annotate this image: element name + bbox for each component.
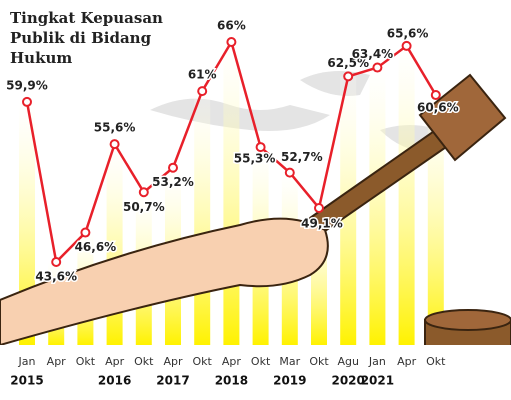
marker bbox=[401, 40, 412, 51]
year-label: 2021 bbox=[361, 374, 394, 388]
year-label: 2019 bbox=[273, 374, 306, 388]
year-label: 2016 bbox=[98, 374, 131, 388]
value-label: 49,1% bbox=[301, 216, 343, 230]
x-tick-label: Apr bbox=[47, 355, 67, 368]
year-label: 2018 bbox=[215, 374, 248, 388]
marker bbox=[197, 86, 208, 97]
marker bbox=[138, 187, 149, 198]
marker bbox=[430, 90, 441, 101]
marker bbox=[343, 71, 354, 82]
bar bbox=[398, 45, 415, 346]
value-label: 46,6% bbox=[75, 240, 117, 254]
bar bbox=[194, 91, 211, 345]
value-label: 50,7% bbox=[123, 200, 165, 214]
x-tick-label: Apr bbox=[222, 355, 242, 368]
x-tick-label: Apr bbox=[163, 355, 183, 368]
value-label: 52,7% bbox=[281, 150, 323, 164]
hand bbox=[0, 217, 329, 347]
year-label: 2015 bbox=[10, 374, 43, 388]
value-label: 59,9% bbox=[6, 78, 48, 92]
axis-strip bbox=[0, 345, 511, 400]
bar bbox=[369, 67, 386, 346]
value-label: 66% bbox=[217, 19, 246, 33]
x-tick-label: Agu bbox=[337, 355, 358, 368]
marker bbox=[226, 37, 237, 47]
x-tick-label: Okt bbox=[426, 355, 446, 368]
x-tick-label: Jan bbox=[368, 355, 386, 368]
bar bbox=[19, 101, 35, 346]
value-label: 60,6% bbox=[417, 101, 459, 115]
value-label: 55,3% bbox=[234, 152, 276, 166]
year-label: 2020 bbox=[331, 374, 364, 388]
x-tick-label: Apr bbox=[397, 355, 417, 368]
chart-title: Tingkat Kepuasan Publik di Bidang Hukum bbox=[10, 9, 163, 67]
value-label: 62,5% bbox=[327, 56, 369, 70]
x-tick-label: Okt bbox=[193, 355, 213, 368]
value-label: 65,6% bbox=[387, 26, 429, 40]
marker bbox=[22, 96, 32, 107]
value-label: 43,6% bbox=[35, 270, 77, 284]
value-label: 61% bbox=[188, 68, 217, 82]
marker bbox=[284, 167, 295, 178]
x-tick-label: Jan bbox=[18, 355, 36, 368]
marker bbox=[109, 139, 120, 150]
x-tick-label: Okt bbox=[251, 355, 271, 368]
marker bbox=[80, 227, 91, 238]
marker bbox=[372, 62, 383, 73]
year-label: 2017 bbox=[156, 374, 189, 388]
x-tick-label: Apr bbox=[105, 355, 125, 368]
bar bbox=[223, 42, 240, 345]
value-label: 63,4% bbox=[352, 47, 394, 61]
x-tick-label: Okt bbox=[134, 355, 154, 368]
x-tick-label: Okt bbox=[76, 355, 96, 368]
hammer bbox=[298, 73, 511, 351]
marker bbox=[168, 162, 178, 173]
marker bbox=[314, 202, 324, 213]
value-label: 53,2% bbox=[152, 175, 194, 189]
x-tick-label: Okt bbox=[309, 355, 329, 368]
marker bbox=[51, 257, 62, 267]
value-label: 55,6% bbox=[94, 121, 136, 135]
marker bbox=[255, 142, 266, 153]
x-tick-label: Mar bbox=[279, 355, 300, 368]
